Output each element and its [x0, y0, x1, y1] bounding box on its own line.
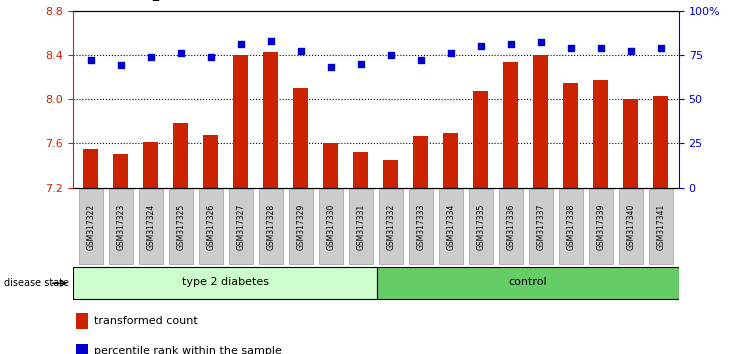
Bar [258, 189, 283, 264]
Point [175, 50, 187, 56]
Bar [79, 189, 104, 264]
Text: GSM317334: GSM317334 [447, 203, 456, 250]
Point [265, 38, 277, 44]
Text: GSM317337: GSM317337 [537, 203, 545, 250]
Point [115, 63, 127, 68]
Bar [113, 154, 128, 188]
Bar [469, 189, 493, 264]
Text: GSM317331: GSM317331 [356, 204, 366, 250]
Point [625, 48, 637, 54]
Bar [319, 189, 343, 264]
Bar [204, 135, 218, 188]
Text: transformed count: transformed count [94, 316, 198, 326]
Text: type 2 diabetes: type 2 diabetes [182, 278, 269, 287]
Bar [649, 189, 673, 264]
Bar [169, 189, 193, 264]
Bar [293, 88, 309, 188]
Point [505, 41, 517, 47]
Point [85, 57, 97, 63]
Text: GSM317338: GSM317338 [566, 204, 575, 250]
Bar [379, 189, 403, 264]
Bar [529, 189, 553, 264]
Text: GSM317328: GSM317328 [266, 204, 275, 250]
Text: disease state: disease state [4, 278, 69, 288]
Point [205, 54, 217, 59]
Bar [323, 143, 339, 188]
Point [235, 41, 247, 47]
Text: GSM317341: GSM317341 [656, 204, 666, 250]
Bar [264, 52, 278, 188]
Bar [109, 189, 134, 264]
Text: GSM317336: GSM317336 [507, 203, 515, 250]
Bar [409, 189, 433, 264]
Bar [439, 189, 464, 264]
Bar [174, 124, 188, 188]
Text: GSM317329: GSM317329 [296, 204, 305, 250]
Text: GSM317335: GSM317335 [477, 203, 485, 250]
Text: GSM317339: GSM317339 [596, 203, 605, 250]
Point [475, 43, 487, 49]
Text: GSM317322: GSM317322 [86, 204, 96, 250]
Point [415, 57, 427, 63]
Point [385, 52, 397, 58]
Text: control: control [509, 278, 548, 287]
Point [655, 45, 666, 51]
Bar [474, 91, 488, 188]
Bar [534, 55, 548, 188]
Bar [558, 189, 583, 264]
Bar [623, 99, 639, 188]
Text: GSM317327: GSM317327 [237, 204, 245, 250]
Bar [228, 189, 253, 264]
Bar [288, 189, 313, 264]
Bar [653, 96, 669, 188]
Point [535, 40, 547, 45]
Bar [618, 189, 643, 264]
Bar [499, 189, 523, 264]
Bar [76, 314, 88, 329]
Point [355, 61, 366, 67]
Bar [144, 142, 158, 188]
Bar [139, 189, 164, 264]
Text: GSM317330: GSM317330 [326, 203, 336, 250]
Bar [443, 133, 458, 188]
Bar [377, 267, 679, 299]
Bar [593, 80, 608, 188]
Bar [383, 160, 399, 188]
Bar [413, 136, 429, 188]
Point [445, 50, 457, 56]
Text: GSM317332: GSM317332 [386, 204, 396, 250]
Bar [76, 343, 88, 354]
Bar [588, 189, 613, 264]
Point [565, 45, 577, 51]
Text: GSM317323: GSM317323 [117, 204, 126, 250]
Text: GSM317324: GSM317324 [147, 204, 155, 250]
Point [145, 54, 157, 59]
Bar [353, 152, 369, 188]
Bar [83, 149, 99, 188]
Bar [504, 62, 518, 188]
Text: GSM317326: GSM317326 [207, 204, 215, 250]
Text: GSM317340: GSM317340 [626, 203, 635, 250]
Text: percentile rank within the sample: percentile rank within the sample [94, 346, 282, 354]
Point [595, 45, 607, 51]
Text: GSM317325: GSM317325 [177, 204, 185, 250]
Point [325, 64, 337, 70]
Text: GSM317333: GSM317333 [416, 203, 426, 250]
Bar [564, 82, 578, 188]
Bar [73, 267, 377, 299]
Bar [234, 55, 248, 188]
Bar [349, 189, 373, 264]
Bar [199, 189, 223, 264]
Point [295, 48, 307, 54]
